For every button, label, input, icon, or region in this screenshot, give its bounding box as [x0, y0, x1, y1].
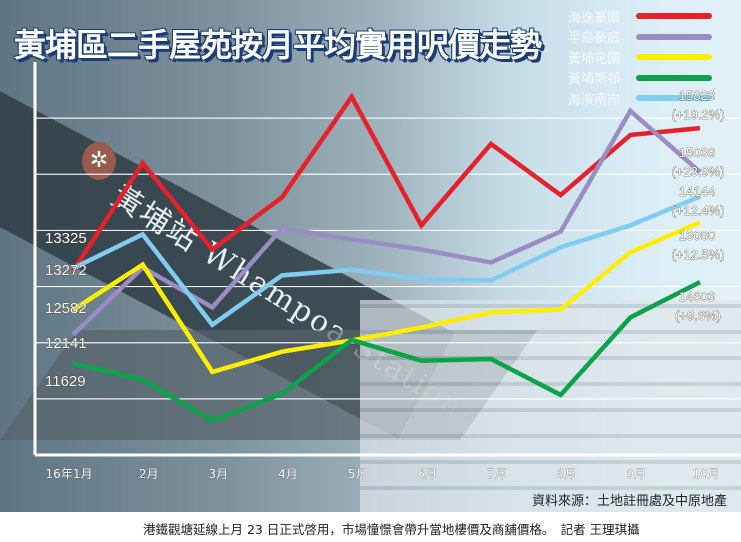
start-value-label: 13272 — [45, 262, 87, 279]
series-line-3 — [72, 280, 702, 424]
legend-item: 海逸豪園 — [568, 6, 712, 26]
x-tick-label: 7月 — [487, 467, 507, 481]
legend-swatch — [636, 54, 712, 60]
photo-caption: 港鐵觀塘延線上月 23 日正式啓用，市場憧憬會帶升當地樓價及商舖價格。 記者 王… — [143, 522, 640, 537]
start-value-label: 13325 — [45, 230, 87, 247]
end-value-label: 15039 — [679, 145, 715, 160]
end-value-label: 15823 — [679, 88, 715, 103]
legend-label: 海逸豪園 — [568, 10, 621, 26]
end-change-label: (+12.5%) — [671, 247, 724, 262]
x-tick-label: 3月 — [209, 467, 229, 481]
end-value-label: 14603 — [679, 289, 715, 304]
x-tick-label: 6月 — [418, 467, 438, 481]
series-line-1 — [71, 107, 702, 337]
series-line-0 — [71, 92, 701, 273]
start-value-label: 11629 — [45, 373, 86, 390]
end-change-label: (+19.2%) — [671, 107, 724, 122]
legend-swatch — [636, 95, 712, 101]
buildings-photo — [360, 300, 741, 512]
legend-swatch — [636, 74, 712, 81]
start-value-label: 12141 — [45, 335, 87, 352]
legend-label: 黃埔新邨 — [568, 72, 621, 87]
x-tick-label: 4月 — [278, 467, 298, 481]
legend-swatch — [636, 13, 712, 19]
x-tick-label: 5月 — [348, 467, 368, 481]
end-value-label: 14144 — [679, 184, 715, 199]
x-tick-label: 10月 — [692, 467, 719, 481]
chart-title: 黃埔區二手屋苑按月平均實用呎價走勢 — [14, 26, 542, 64]
legend-item: 黃埔新邨 — [568, 68, 712, 88]
legend-label: 半島豪庭 — [568, 31, 621, 46]
legend-item: 黃埔花園 — [568, 47, 712, 67]
x-tick-label: 16年1月 — [46, 467, 93, 481]
legend-item: 半島豪庭 — [568, 27, 712, 47]
x-tick-label: 9月 — [627, 467, 647, 481]
mtr-logo-icon: ✲ — [82, 142, 116, 180]
legend-swatch — [636, 33, 712, 40]
start-value-label: 12582 — [45, 300, 87, 317]
end-change-label: (+12.4%) — [671, 203, 724, 218]
legend-label: 黃埔花園 — [568, 51, 621, 67]
x-tick-label: 2月 — [139, 467, 159, 481]
data-source: 資料來源：土地註冊處及中原地產 — [531, 494, 727, 509]
x-tick-label: 8月 — [557, 467, 577, 481]
series-line-4 — [72, 194, 701, 328]
end-value-label: 13080 — [679, 228, 715, 243]
line-chart: 16年1月 2月 3月 4月 5月 6月 7月 8月 9月 10月 13272 12141 12582 1… — [44, 87, 725, 482]
end-change-label: (+23.9%) — [671, 164, 724, 179]
legend-label: 海濱南岸 — [568, 92, 621, 108]
series-line-2 — [71, 220, 701, 375]
end-change-label: (+9.6%) — [675, 308, 721, 323]
legend-item: 海濱南岸 — [568, 88, 712, 108]
